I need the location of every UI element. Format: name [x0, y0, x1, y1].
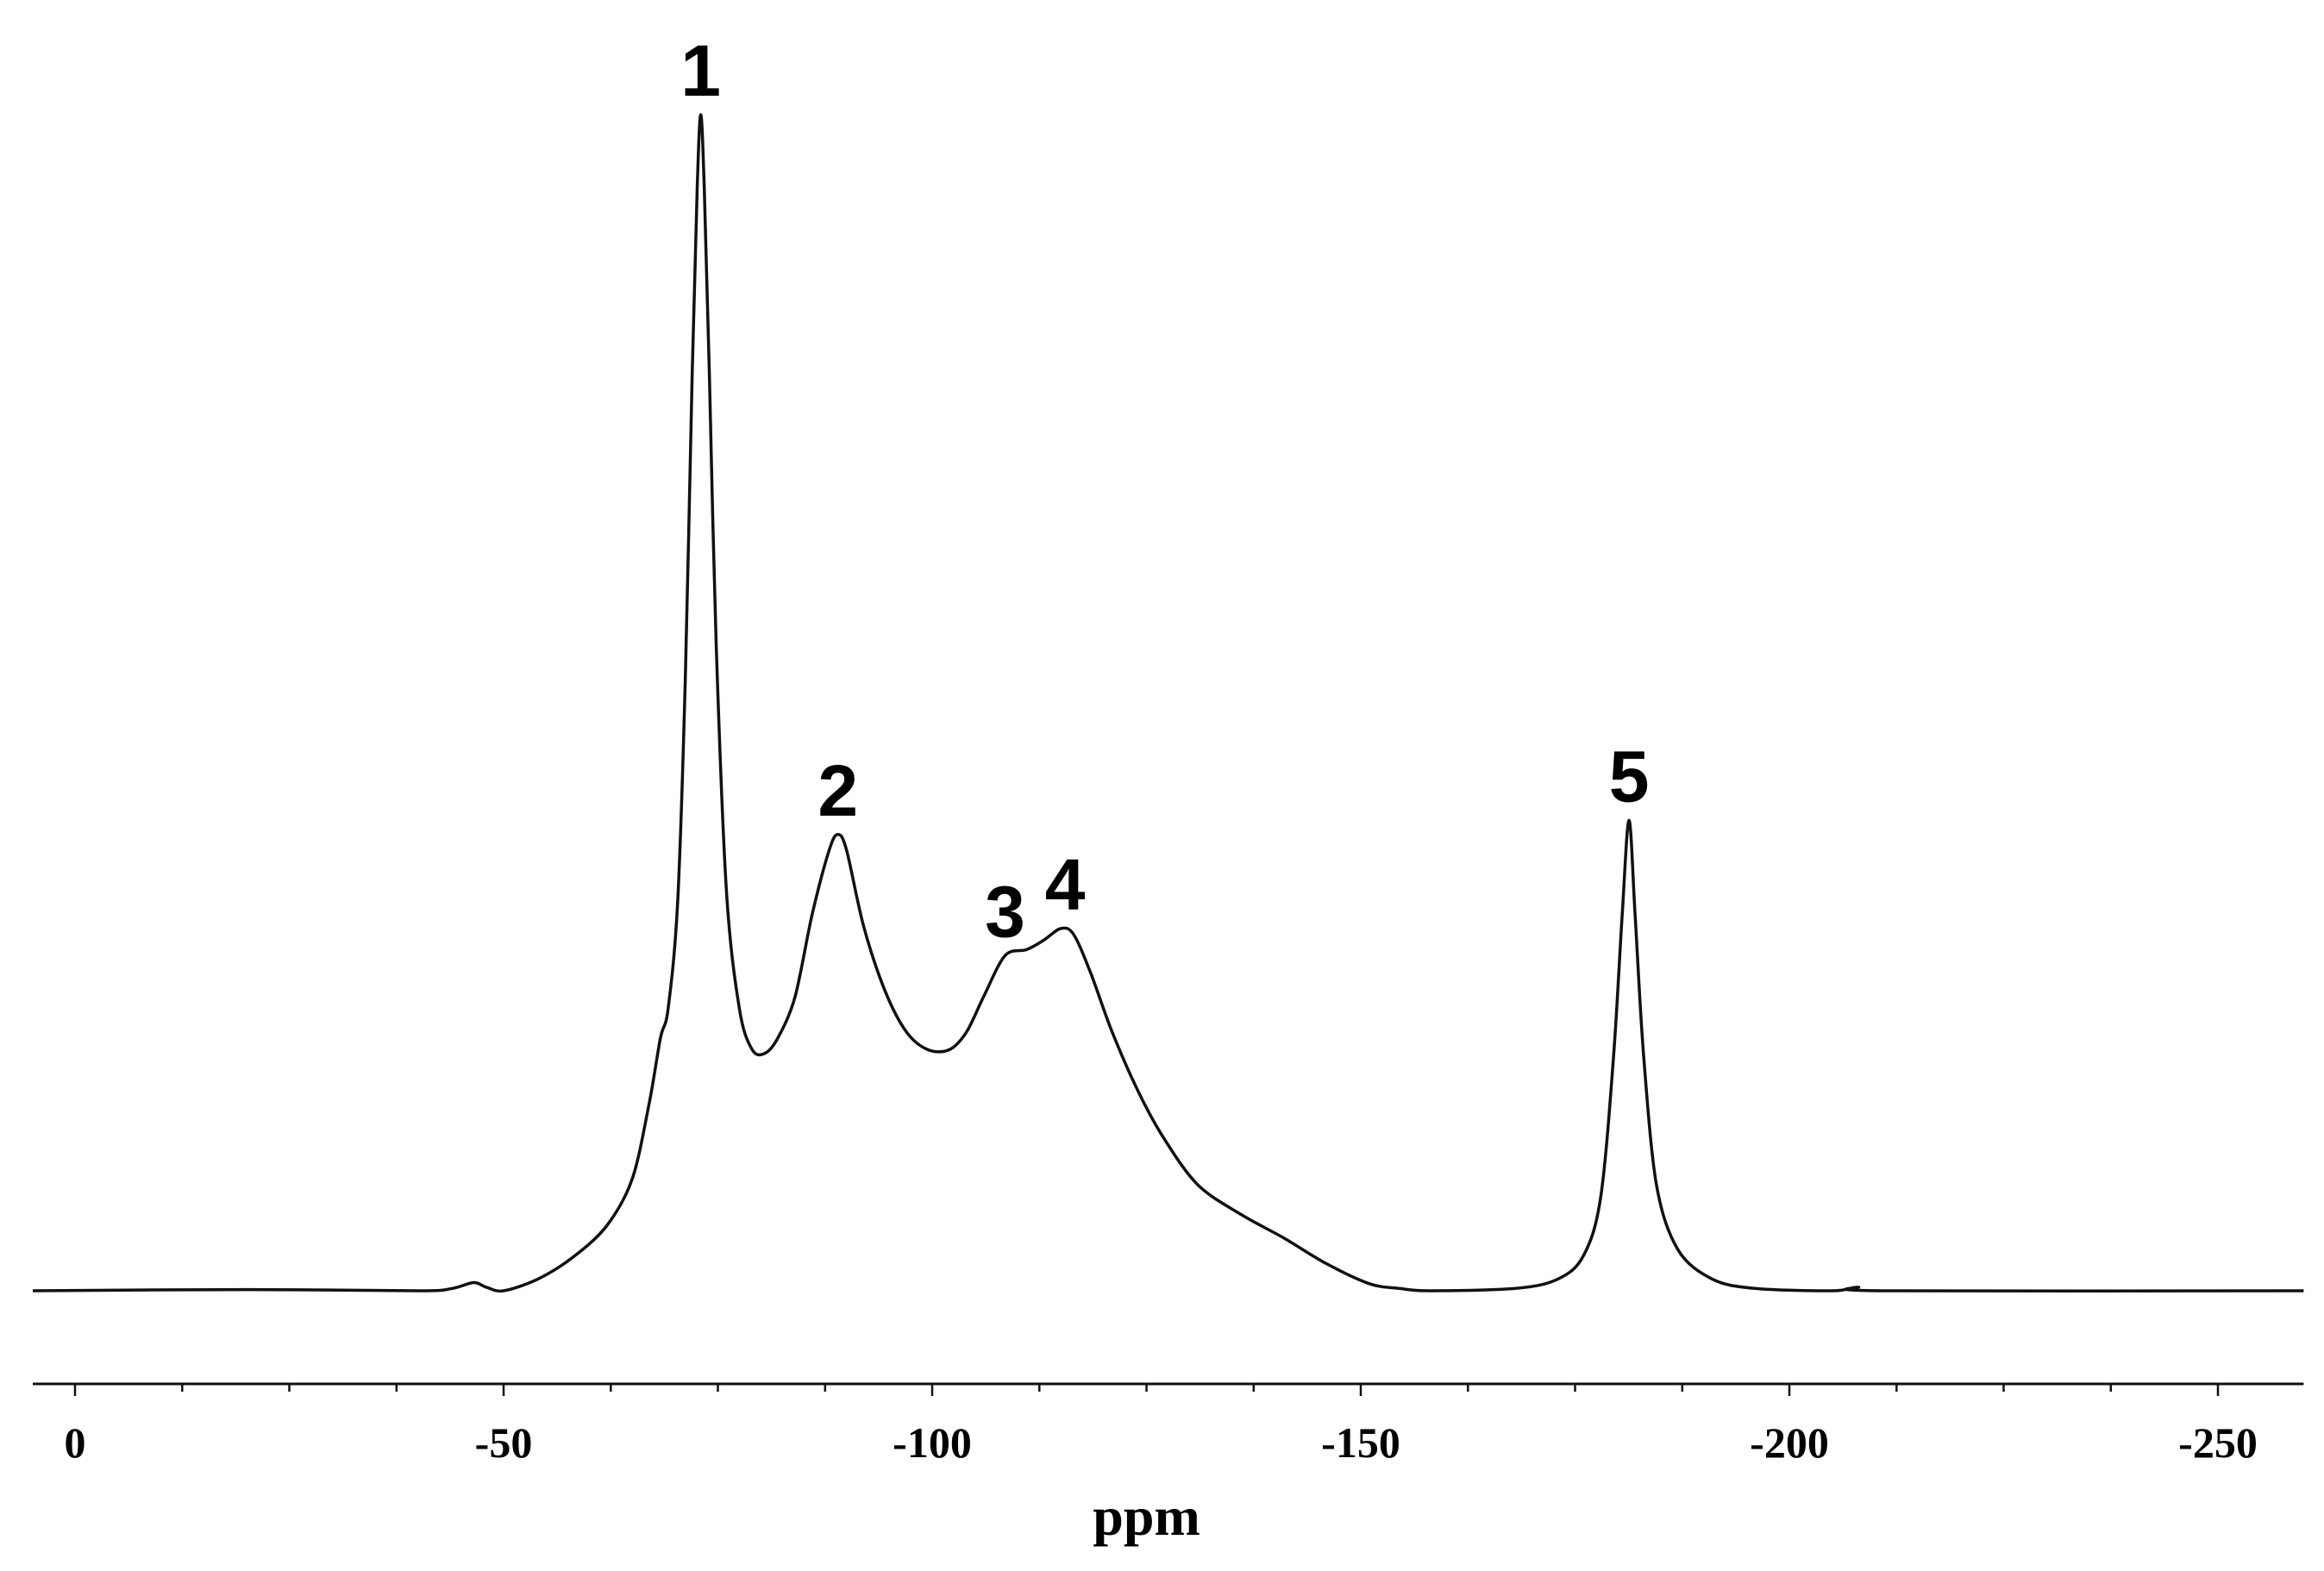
peak-label-5: 5: [1609, 735, 1650, 817]
peak-label-4: 4: [1045, 844, 1086, 925]
x-tick-label: -50: [475, 1418, 533, 1467]
peak-label-1: 1: [680, 30, 721, 111]
x-axis-tick-labels: 0 -50 -100 -150 -200 -250: [65, 1418, 2258, 1467]
x-tick-label: -150: [1321, 1418, 1400, 1467]
peak-label-2: 2: [817, 750, 858, 831]
x-tick-label: -250: [2178, 1418, 2258, 1467]
x-axis-title: ppm: [1093, 1486, 1200, 1547]
x-axis-ticks: [73, 1384, 2220, 1396]
spectrum-line: [32, 113, 2304, 1293]
peak-annotations: 1 2 3 4 5: [680, 30, 1649, 952]
x-tick-label: -100: [893, 1418, 972, 1467]
spectrum-layer: [32, 113, 2304, 1293]
x-tick-label: -200: [1750, 1418, 1829, 1467]
x-tick-label: 0: [65, 1418, 86, 1467]
x-axis: 0 -50 -100 -150 -200 -250 ppm: [33, 1382, 2304, 1547]
peak-label-3: 3: [985, 871, 1025, 952]
